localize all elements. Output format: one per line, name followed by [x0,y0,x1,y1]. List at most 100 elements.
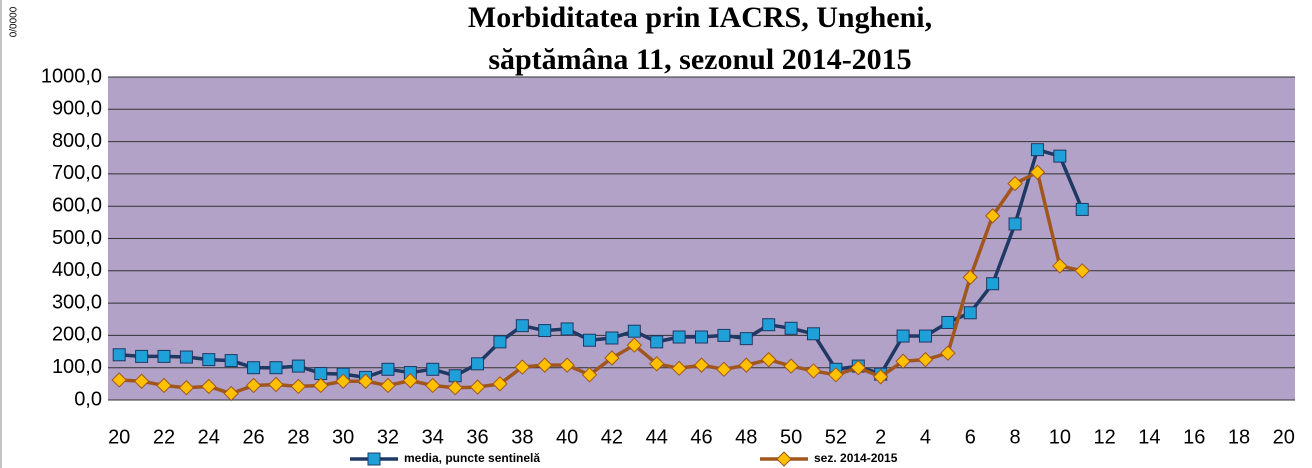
x-tick-label: 50 [780,426,802,448]
x-tick-label: 20 [1273,426,1295,448]
marker [650,335,664,349]
marker [917,351,934,368]
marker [224,354,238,368]
y-tick-label: 700,0 [52,162,102,184]
marker [133,373,150,389]
marker [290,378,307,395]
marker [515,319,529,333]
marker [806,327,820,341]
y-tick-label: 100,0 [52,356,102,378]
marker [986,277,1000,291]
marker [448,369,462,383]
marker [941,315,955,329]
marker [469,379,486,395]
marker [335,373,351,389]
y-axis-label: 0/0000 [9,6,20,37]
x-tick-label: 6 [965,426,976,448]
x-tick-label: 30 [332,426,354,448]
legend-marker [776,451,792,467]
legend-label: sez. 2014-2015 [814,451,898,465]
marker [357,373,374,389]
marker [1074,263,1090,279]
marker [560,322,574,336]
marker [626,337,643,353]
x-tick-label: 14 [1138,426,1160,448]
marker [695,330,708,344]
x-tick-label: 42 [601,426,623,448]
marker [380,377,396,394]
marker [605,331,619,345]
marker [784,321,798,335]
marker [672,330,686,344]
y-tick-label: 500,0 [52,227,102,249]
marker [984,208,1001,224]
x-tick-label: 18 [1228,426,1250,448]
y-tick-label: 300,0 [52,291,102,313]
chart-title: săptămâna 11, sezonul 2014-2015 [488,43,911,76]
y-tick-label: 200,0 [52,324,102,346]
marker [1053,149,1067,163]
x-tick-label: 2 [875,426,886,448]
marker [738,357,754,373]
marker [895,353,911,369]
y-tick-label: 0,0 [74,388,102,410]
y-tick-label: 400,0 [52,259,102,281]
marker [426,362,440,376]
y-tick-label: 1000,0 [41,65,102,87]
marker [314,367,328,381]
marker [156,377,172,394]
marker [693,357,710,373]
x-tick-label: 36 [466,426,488,448]
marker [671,360,687,377]
x-tick-label: 48 [735,426,757,448]
marker [201,378,217,395]
marker [1007,175,1023,192]
marker [1029,164,1046,180]
y-tick-label: 600,0 [52,194,102,216]
marker [447,380,463,396]
x-tick-label: 26 [242,426,264,448]
x-tick-label: 32 [377,426,399,448]
marker [538,324,552,338]
marker [381,362,395,376]
marker [223,385,239,402]
marker [157,349,171,363]
marker [1052,258,1068,274]
legend-marker [367,452,381,466]
marker [604,350,620,366]
marker [425,377,441,394]
y-tick-label: 800,0 [52,130,102,152]
marker [291,359,305,373]
marker [896,329,910,343]
marker [202,353,216,367]
x-tick-label: 10 [1049,426,1071,448]
marker [537,357,553,373]
marker [269,361,283,375]
x-tick-label: 44 [646,426,668,448]
marker [872,369,889,385]
marker [1008,217,1022,231]
marker [762,318,776,332]
marker [471,357,485,371]
marker [940,345,956,361]
marker [245,377,262,394]
marker [850,359,866,376]
marker [514,359,531,375]
marker [402,372,419,389]
y-tick-label: 900,0 [52,98,102,120]
x-tick-label: 40 [556,426,578,448]
x-tick-label: 52 [825,426,847,448]
marker [583,333,597,347]
x-tick-label: 8 [1009,426,1020,448]
x-tick-label: 24 [198,426,220,448]
marker [918,329,932,343]
marker [717,328,731,342]
x-tick-label: 20 [108,426,130,448]
marker [111,372,127,388]
marker [1030,143,1044,157]
marker [559,357,575,373]
marker [963,306,977,320]
marker [828,367,844,383]
marker [739,332,753,346]
marker [268,376,284,393]
